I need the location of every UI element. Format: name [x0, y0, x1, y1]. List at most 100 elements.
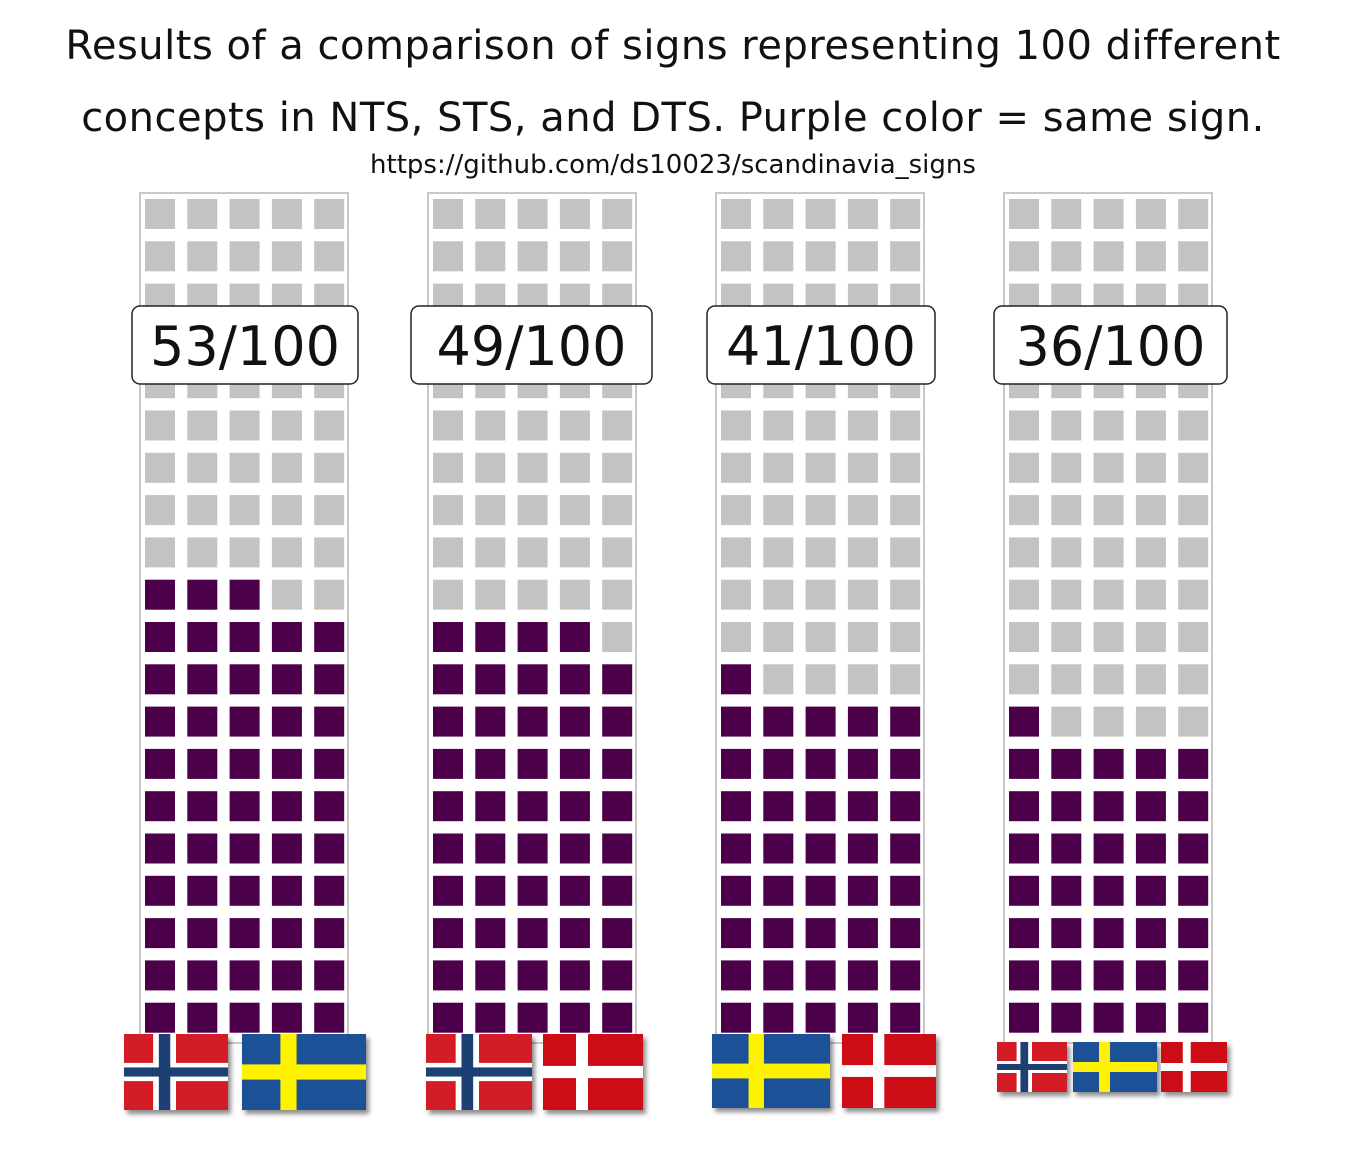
cell-different-sign	[1051, 579, 1082, 610]
cell-same-sign	[271, 875, 302, 906]
norway-flag	[124, 1034, 228, 1110]
cell-same-sign	[187, 875, 218, 906]
cell-different-sign	[602, 537, 633, 568]
cell-same-sign	[847, 960, 878, 991]
cell-same-sign	[314, 875, 345, 906]
cell-same-sign	[145, 579, 175, 610]
cell-different-sign	[314, 579, 345, 610]
cell-same-sign	[602, 960, 633, 991]
cell-different-sign	[229, 410, 260, 441]
cell-same-sign	[763, 833, 794, 864]
cell-same-sign	[271, 664, 302, 695]
cell-same-sign	[602, 706, 633, 737]
waffle-panel-3: 41/100	[706, 192, 936, 1108]
cell-same-sign	[1009, 791, 1039, 822]
cell-different-sign	[433, 241, 463, 272]
denmark-flag	[1161, 1042, 1227, 1092]
count-label-box	[993, 305, 1228, 385]
cell-same-sign	[1009, 918, 1039, 949]
cell-different-sign	[1178, 622, 1209, 652]
cell-same-sign	[517, 748, 548, 779]
cell-same-sign	[721, 791, 751, 822]
cell-different-sign	[1051, 664, 1082, 695]
cell-different-sign	[1009, 241, 1039, 272]
cell-different-sign	[805, 622, 836, 652]
cell-same-sign	[1009, 1002, 1039, 1033]
cell-same-sign	[517, 918, 548, 949]
cell-same-sign	[1051, 748, 1082, 779]
cell-same-sign	[517, 706, 548, 737]
cell-same-sign	[763, 706, 794, 737]
cell-different-sign	[433, 452, 463, 483]
cell-different-sign	[890, 537, 921, 568]
cell-same-sign	[475, 960, 506, 991]
count-label-box	[410, 305, 653, 385]
cell-different-sign	[559, 241, 590, 272]
cell-same-sign	[314, 664, 345, 695]
cell-different-sign	[1051, 537, 1082, 568]
cell-different-sign	[1009, 664, 1039, 695]
cell-different-sign	[1093, 452, 1124, 483]
cell-different-sign	[1135, 664, 1166, 695]
cell-different-sign	[229, 537, 260, 568]
cell-same-sign	[559, 960, 590, 991]
cell-same-sign	[145, 748, 175, 779]
cell-different-sign	[1051, 452, 1082, 483]
cell-same-sign	[559, 622, 590, 652]
cell-same-sign	[890, 833, 921, 864]
cell-different-sign	[763, 537, 794, 568]
cell-same-sign	[890, 1002, 921, 1033]
cell-same-sign	[805, 748, 836, 779]
cell-same-sign	[433, 875, 463, 906]
count-label-box	[706, 305, 936, 385]
cell-same-sign	[475, 833, 506, 864]
cell-different-sign	[602, 241, 633, 272]
chart-title-line-1: Results of a comparison of signs represe…	[65, 23, 1281, 69]
cell-different-sign	[805, 410, 836, 441]
cell-same-sign	[721, 664, 751, 695]
cell-same-sign	[475, 748, 506, 779]
cell-same-sign	[1009, 833, 1039, 864]
cell-different-sign	[805, 579, 836, 610]
cell-different-sign	[847, 410, 878, 441]
cell-different-sign	[847, 241, 878, 272]
cell-same-sign	[847, 918, 878, 949]
cell-same-sign	[721, 875, 751, 906]
cell-different-sign	[1135, 537, 1166, 568]
cell-different-sign	[314, 537, 345, 568]
cell-different-sign	[805, 199, 836, 229]
cell-same-sign	[1051, 833, 1082, 864]
cell-different-sign	[559, 410, 590, 441]
cell-same-sign	[187, 664, 218, 695]
cell-different-sign	[721, 537, 751, 568]
count-label: 41/100	[726, 315, 916, 378]
cell-different-sign	[475, 537, 506, 568]
cell-different-sign	[559, 537, 590, 568]
cell-different-sign	[433, 579, 463, 610]
cell-different-sign	[271, 495, 302, 526]
cell-different-sign	[721, 410, 751, 441]
cell-different-sign	[890, 410, 921, 441]
cell-same-sign	[433, 960, 463, 991]
cell-same-sign	[1093, 875, 1124, 906]
cell-different-sign	[1135, 495, 1166, 526]
cell-same-sign	[1093, 791, 1124, 822]
cell-different-sign	[1051, 410, 1082, 441]
cell-different-sign	[229, 241, 260, 272]
cell-same-sign	[433, 791, 463, 822]
cell-same-sign	[145, 791, 175, 822]
cell-different-sign	[1178, 410, 1209, 441]
cell-same-sign	[763, 748, 794, 779]
cell-same-sign	[314, 1002, 345, 1033]
cell-same-sign	[145, 622, 175, 652]
cell-different-sign	[1093, 199, 1124, 229]
norway-flag	[426, 1034, 532, 1110]
cell-same-sign	[1051, 1002, 1082, 1033]
cell-different-sign	[1093, 664, 1124, 695]
cell-same-sign	[602, 918, 633, 949]
waffle-panel-1: 53/100	[124, 192, 366, 1110]
cell-same-sign	[847, 1002, 878, 1033]
cell-different-sign	[763, 241, 794, 272]
cell-different-sign	[847, 537, 878, 568]
